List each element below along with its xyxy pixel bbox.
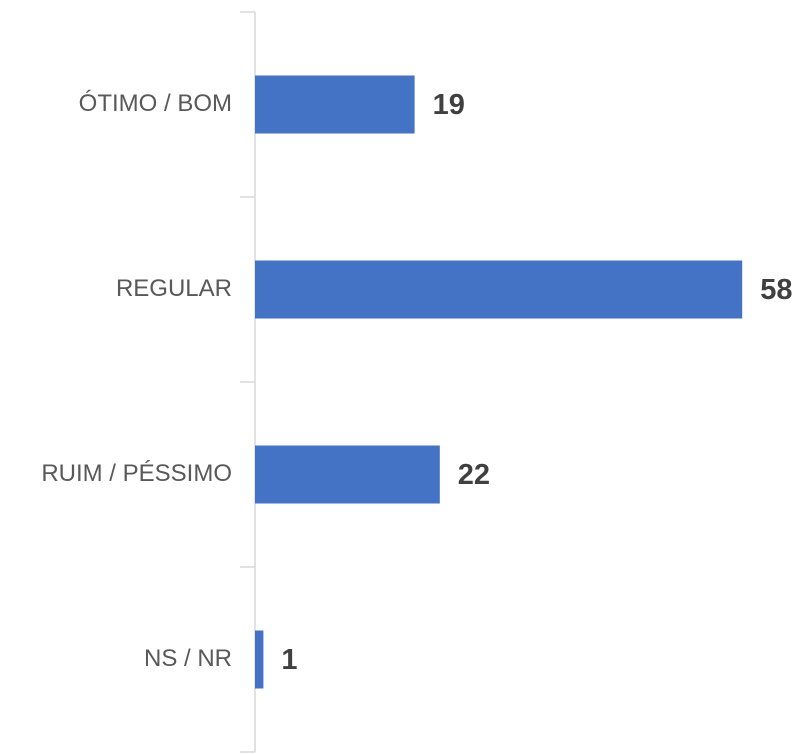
bar xyxy=(255,630,264,689)
y-tick-label: REGULAR xyxy=(116,275,232,302)
y-tick-label: NS / NR xyxy=(144,645,232,672)
bar xyxy=(255,445,440,504)
y-tick-label: ÓTIMO / BOM xyxy=(79,90,232,117)
data-label: 22 xyxy=(458,459,490,491)
data-label: 58 xyxy=(760,274,792,306)
y-tick-label: RUIM / PÉSSIMO xyxy=(41,460,232,487)
data-label: 19 xyxy=(433,89,465,121)
data-label: 1 xyxy=(281,644,297,676)
bar xyxy=(255,260,743,319)
bar xyxy=(255,75,415,134)
